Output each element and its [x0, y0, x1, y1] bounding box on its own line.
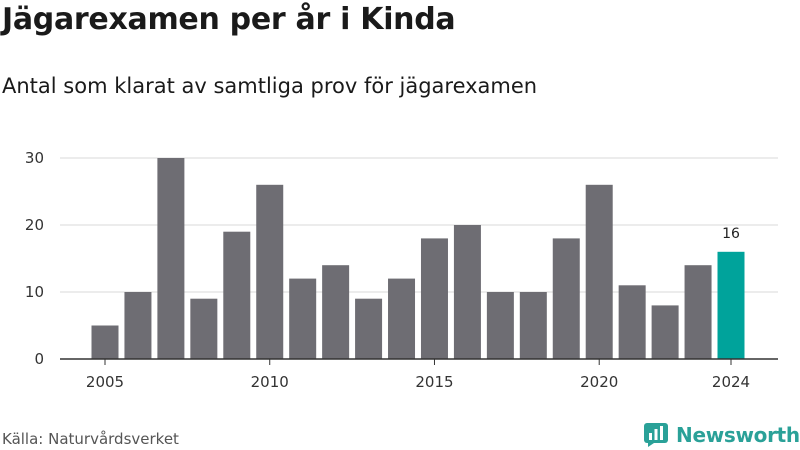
y-tick-label-0: 0: [34, 350, 44, 368]
bar-2010: [256, 184, 284, 359]
y-tick-label-30: 30: [25, 149, 44, 167]
chart-title: Jägarexamen per år i Kinda: [2, 2, 456, 37]
x-tick-label-2005: 2005: [86, 373, 124, 391]
bar-2015: [420, 238, 448, 359]
bar-2022: [651, 305, 679, 359]
bar-2018: [519, 292, 547, 359]
bar-2024: [717, 251, 745, 359]
bar-2016: [453, 225, 481, 359]
bar-2011: [289, 278, 317, 359]
bar-2017: [486, 292, 514, 359]
bar-2008: [190, 298, 218, 359]
data-label-2024: 16: [722, 226, 740, 242]
bar-2013: [355, 298, 383, 359]
y-tick-label-20: 20: [25, 216, 44, 234]
bar-2007: [157, 158, 185, 359]
x-tick-label-2010: 2010: [251, 373, 289, 391]
x-tick-label-2015: 2015: [415, 373, 453, 391]
y-tick-label-10: 10: [25, 283, 44, 301]
brand-name: Newsworthy: [676, 423, 800, 447]
bar-2023: [684, 265, 712, 359]
brand-logo: Newsworthy: [644, 420, 800, 450]
x-tick-label-2024: 2024: [712, 373, 750, 391]
bar-2021: [618, 285, 646, 359]
chart-subtitle: Antal som klarat av samtliga prov för jä…: [2, 74, 538, 98]
bar-2006: [124, 292, 152, 359]
x-tick-label-2020: 2020: [580, 373, 618, 391]
bar-2012: [322, 265, 350, 359]
source-note: Källa: Naturvårdsverket: [2, 430, 179, 448]
bar-2014: [388, 278, 416, 359]
newsworthy-logo-icon: [644, 423, 668, 447]
bar-2020: [585, 184, 613, 359]
bar-2009: [223, 231, 251, 359]
bar-2019: [552, 238, 580, 359]
bar-2005: [91, 325, 119, 359]
